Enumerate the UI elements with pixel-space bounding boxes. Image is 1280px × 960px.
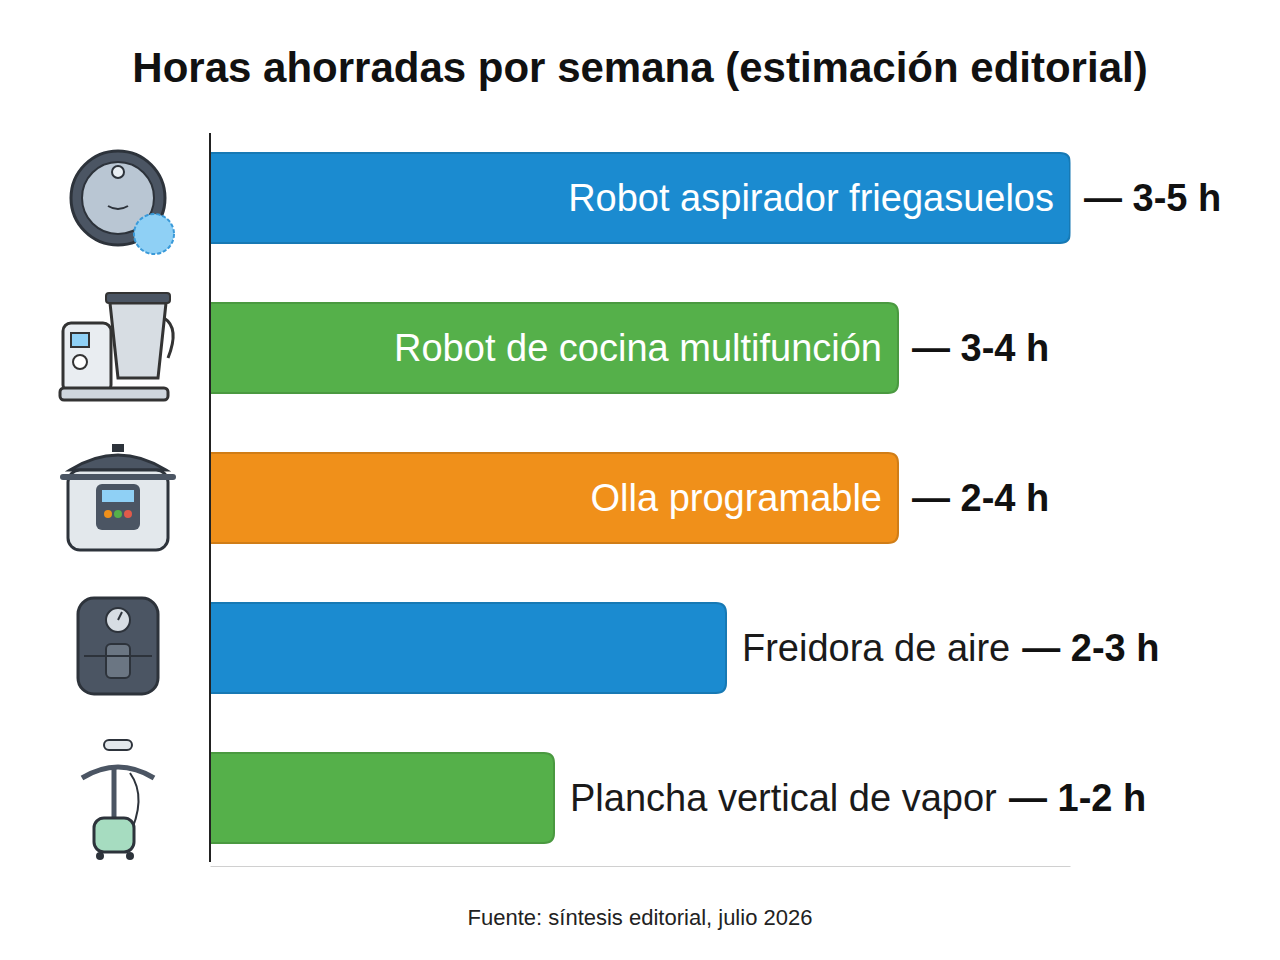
value-label: — 1-2 h: [1009, 777, 1146, 819]
value-label: — 3-5 h: [1084, 177, 1221, 219]
category-label: Plancha vertical de vapor: [570, 777, 997, 819]
value-label: — 2-4 h: [912, 477, 1049, 519]
bar: [210, 303, 898, 393]
bar: [210, 753, 554, 843]
icon-part: [114, 510, 122, 518]
icon-part: [94, 818, 134, 852]
value-label: — 3-4 h: [912, 327, 1049, 369]
icon-part: [106, 293, 170, 303]
icon-part: [96, 852, 104, 860]
y-axis-line: [209, 133, 211, 862]
category-label: Robot aspirador friegasuelos: [568, 177, 1054, 219]
icon-part: [106, 608, 130, 632]
icon-part: [71, 333, 89, 347]
chart-title: Horas ahorradas por semana (estimación e…: [132, 44, 1147, 91]
bar: [210, 153, 1070, 243]
icon-part: [164, 318, 173, 358]
category-icon: [82, 740, 154, 860]
icon-part: [126, 852, 134, 860]
x-axis: [211, 866, 1071, 867]
bars: [210, 153, 1070, 843]
icon-part: [78, 598, 158, 694]
category-icon: [71, 151, 174, 254]
icon-part: [60, 474, 176, 480]
category-label: Olla programable: [591, 477, 882, 519]
icon-part: [112, 166, 124, 178]
icon-part: [70, 455, 166, 470]
icon-part: [118, 612, 122, 620]
icon-part: [60, 388, 168, 400]
icon-part: [104, 740, 132, 750]
category-icon: [78, 598, 158, 694]
icon-part: [110, 303, 166, 378]
category-icon: [60, 444, 176, 550]
icon-part: [84, 655, 152, 657]
icon-part: [73, 355, 87, 369]
icon-part: [102, 490, 134, 502]
category-label: Freidora de aire: [742, 627, 1010, 669]
x-axis-line: [211, 866, 1071, 867]
icon-part: [82, 767, 154, 778]
icon-part: [108, 206, 128, 209]
icon-part: [104, 510, 112, 518]
bar: [210, 453, 898, 543]
icon-part: [106, 644, 130, 678]
value-label: — 2-3 h: [1022, 627, 1159, 669]
icon-part: [96, 484, 140, 530]
icon-part: [68, 470, 168, 550]
icon-part: [124, 510, 132, 518]
bar: [210, 603, 726, 693]
category-label: Robot de cocina multifunción: [394, 327, 882, 369]
chart-svg: Horas ahorradas por semana (estimación e…: [0, 0, 1280, 960]
icon-part: [63, 323, 111, 393]
source-note: Fuente: síntesis editorial, julio 2026: [468, 905, 813, 930]
icon-part: [112, 444, 124, 452]
icons: [60, 151, 176, 860]
category-icon: [60, 293, 173, 400]
labels: Robot aspirador friegasuelos — 3-5 h Robot…: [394, 177, 1221, 819]
icon-part: [134, 214, 174, 254]
